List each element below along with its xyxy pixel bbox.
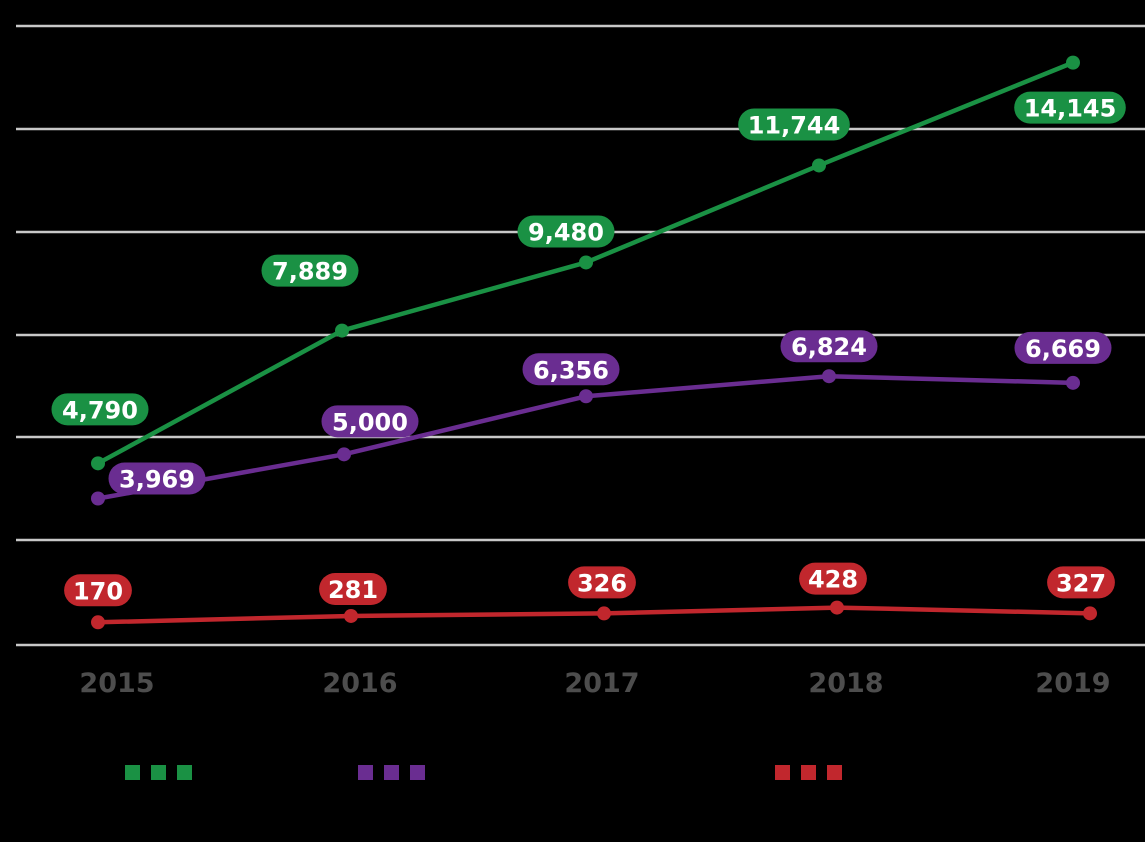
gridlines: [16, 24, 1145, 647]
data-point: [335, 323, 349, 338]
data-label-pill: [108, 462, 206, 495]
data-point: [1066, 55, 1080, 70]
data-label-text: 9,480: [528, 218, 604, 246]
data-point: [337, 447, 351, 462]
data-point: [91, 456, 105, 471]
data-label-pill: [780, 330, 878, 363]
data-label-text: 5,000: [332, 408, 408, 436]
series-lines: [91, 55, 1097, 630]
x-tick-label: 2018: [808, 668, 883, 699]
data-label: 326: [568, 566, 636, 599]
data-point: [822, 369, 836, 384]
data-label: 14,145: [1014, 91, 1126, 124]
data-label-pill: [261, 254, 359, 287]
data-label-pill: [517, 215, 615, 248]
series-line-3: [97, 605, 1091, 625]
data-label-pill: [522, 353, 620, 386]
data-point: [1066, 375, 1080, 390]
data-label-text: 14,145: [1024, 95, 1117, 123]
data-point: [579, 389, 593, 404]
data-label: 11,744: [738, 108, 850, 141]
data-label-pill: [1014, 331, 1112, 364]
data-label-text: 4,790: [62, 396, 138, 424]
data-label-text: 327: [1056, 569, 1106, 597]
data-label: 170: [64, 574, 132, 607]
data-label-text: 6,824: [791, 333, 867, 361]
legend-item-1: [125, 765, 192, 780]
data-point: [91, 615, 105, 630]
data-label-pill: [1047, 566, 1115, 599]
data-label-pill: [1014, 91, 1126, 124]
data-label: 9,480: [517, 215, 615, 248]
data-label-text: 326: [577, 569, 627, 597]
data-label-text: 3,969: [119, 465, 195, 493]
legend-swatch: [151, 765, 166, 780]
data-label: 7,889: [261, 254, 359, 287]
data-label-pill: [321, 405, 419, 438]
data-label: 327: [1047, 566, 1115, 599]
data-label-text: 6,356: [533, 356, 609, 384]
data-label-text: 7,889: [272, 258, 348, 286]
legend-swatch: [177, 765, 192, 780]
data-label-text: 428: [808, 566, 858, 594]
legend-swatch: [827, 765, 842, 780]
data-label: 6,356: [522, 353, 620, 386]
data-label: 4,790: [51, 393, 149, 426]
legend: [125, 765, 842, 780]
data-point: [91, 491, 105, 506]
data-label-pill: [738, 108, 850, 141]
data-point: [830, 600, 844, 615]
data-point: [344, 608, 358, 623]
data-point: [812, 158, 826, 173]
data-label-pill: [51, 393, 149, 426]
legend-swatch: [801, 765, 816, 780]
data-point: [579, 255, 593, 270]
data-label-pill: [64, 574, 132, 607]
x-tick-label: 2017: [564, 668, 639, 699]
x-tick-label: 2016: [322, 668, 397, 699]
data-label: 281: [319, 572, 387, 605]
legend-swatch: [410, 765, 425, 780]
legend-swatch: [358, 765, 373, 780]
data-labels: 4,790 7,889 9,480 11,744 14,145 3,969 5,000 6,3…: [51, 91, 1126, 607]
data-label: 6,824: [780, 330, 878, 363]
legend-item-2: [358, 765, 425, 780]
x-axis-ticks: 2015 2016 2017 2018 2019: [79, 668, 1110, 699]
data-label: 6,669: [1014, 331, 1112, 364]
data-point: [1083, 606, 1097, 621]
data-label: 3,969: [108, 462, 206, 495]
data-label-text: 281: [328, 576, 378, 604]
x-tick-label: 2015: [79, 668, 154, 699]
data-label: 428: [799, 562, 867, 595]
legend-swatch: [775, 765, 790, 780]
data-label-text: 6,669: [1025, 335, 1101, 363]
data-label-pill: [799, 562, 867, 595]
data-label-text: 11,744: [748, 111, 841, 139]
data-point: [597, 606, 611, 621]
legend-item-3: [775, 765, 842, 780]
legend-swatch: [384, 765, 399, 780]
data-label-pill: [568, 566, 636, 599]
x-tick-label: 2019: [1035, 668, 1110, 699]
data-label-pill: [319, 572, 387, 605]
data-label: 5,000: [321, 405, 419, 438]
data-label-text: 170: [73, 577, 123, 605]
legend-swatch: [125, 765, 140, 780]
